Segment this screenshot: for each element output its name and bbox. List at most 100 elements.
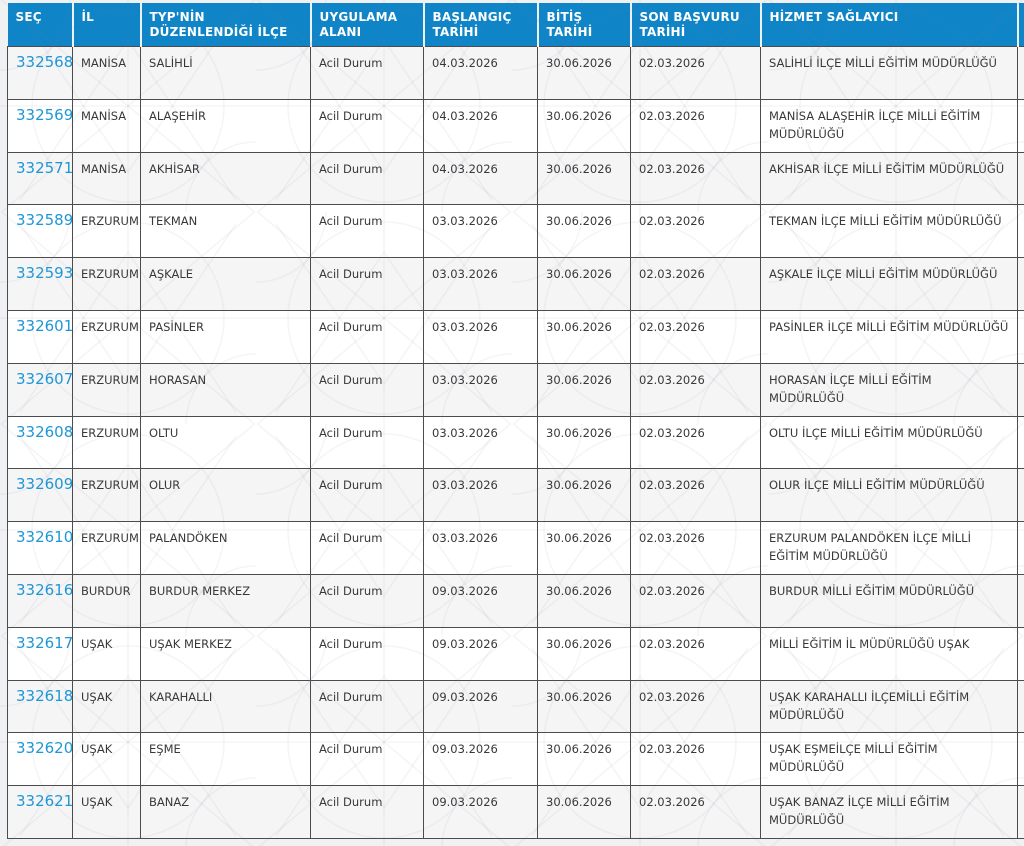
cell-clipped-links [1017,204,1024,259]
cell-ilce: PASİNLER [140,309,311,364]
cell-ilce: HORASAN [140,362,311,417]
cell-clipped-links [1017,468,1024,523]
cell-il: ERZURUM [72,309,141,364]
cell-sec: 332569 [7,98,73,153]
ilan-id-link[interactable]: 332621 [16,792,73,811]
cell-baslangic-tarihi: 09.03.2026 [423,732,538,787]
table-row: 332610 ERZURUM PALANDÖKEN Acil Durum 03.03.2… [7,521,1024,575]
cell-bitis-tarihi: 30.06.2026 [537,679,631,734]
ilan-id-link[interactable]: 332617 [16,633,73,652]
table-row: 332618 UŞAK KARAHALLI Acil Durum 09.03.2026 3… [7,679,1024,734]
cell-ilce: KARAHALLI [140,679,311,734]
cell-son-basvuru-tarihi: 02.03.2026 [630,204,761,259]
table-row: 332568 MANİSA SALİHLİ Acil Durum 04.03.2026 3… [7,46,1024,100]
cell-uygulama-alani: Acil Durum [310,46,424,100]
column-header-bitis: BİTİŞ TARİHİ [537,3,632,47]
ilan-id-link[interactable]: 332609 [16,475,73,494]
cell-hizmet-saglayici: SALİHLİ İLÇE MİLLİ EĞİTİM MÜDÜRLÜĞÜ [760,46,1018,100]
cell-bitis-tarihi: 30.06.2026 [537,626,631,681]
cell-son-basvuru-tarihi: 02.03.2026 [630,573,761,628]
cell-uygulama-alani: Acil Durum [310,204,424,259]
ilan-id-link[interactable]: 332610 [16,528,73,547]
cell-hizmet-saglayici: MANİSA ALAŞEHİR İLÇE MİLLİ EĞİTİM MÜDÜRL… [760,98,1018,153]
column-header-son: SON BAŞVURU TARİHİ [630,3,762,47]
cell-il: MANİSA [72,98,141,153]
cell-bitis-tarihi: 30.06.2026 [537,98,631,153]
cell-baslangic-tarihi: 04.03.2026 [423,46,538,100]
cell-hizmet-saglayici: HORASAN İLÇE MİLLİ EĞİTİM MÜDÜRLÜĞÜ [760,362,1018,417]
cell-uygulama-alani: Acil Durum [310,362,424,417]
cell-bitis-tarihi: 30.06.2026 [537,521,631,575]
ilan-id-link[interactable]: 332571 [16,158,73,177]
ilan-id-link[interactable]: 332569 [16,105,73,124]
cell-hizmet-saglayici: PASİNLER İLÇE MİLLİ EĞİTİM MÜDÜRLÜĞÜ [760,309,1018,364]
cell-clipped-links [1017,573,1024,628]
ilan-id-link[interactable]: 332568 [16,53,73,71]
cell-son-basvuru-tarihi: 02.03.2026 [630,46,761,100]
cell-clipped-links [1017,415,1024,470]
ilan-id-link[interactable]: 332593 [16,264,73,283]
cell-hizmet-saglayici: BURDUR MİLLİ EĞİTİM MÜDÜRLÜĞÜ [760,573,1018,628]
cell-clipped-links [1017,732,1024,787]
cell-il: MANİSA [72,151,141,206]
column-header-ilce: TYP'NİN DÜZENLENDİĞİ İLÇE [140,3,312,47]
cell-bitis-tarihi: 30.06.2026 [537,468,631,523]
cell-sec: 332601 [7,309,73,364]
ilan-id-link[interactable]: 332616 [16,580,73,599]
cell-il: ERZURUM [72,362,141,417]
cell-hizmet-saglayici: AŞKALE İLÇE MİLLİ EĞİTİM MÜDÜRLÜĞÜ [760,257,1018,311]
cell-sec: 332608 [7,415,73,470]
cell-baslangic-tarihi: 04.03.2026 [423,98,538,153]
cell-uygulama-alani: Acil Durum [310,151,424,206]
cell-sec: 332616 [7,573,73,628]
cell-clipped-links [1017,626,1024,681]
cell-baslangic-tarihi: 03.03.2026 [423,362,538,417]
column-header-clipped [1017,3,1024,47]
cell-il: ERZURUM [72,521,141,575]
cell-baslangic-tarihi: 03.03.2026 [423,468,538,523]
cell-uygulama-alani: Acil Durum [310,521,424,575]
cell-clipped-links [1017,785,1024,839]
cell-ilce: PALANDÖKEN [140,521,311,575]
cell-sec: 332593 [7,257,73,311]
table-row: 332620 UŞAK EŞME Acil Durum 09.03.2026 30.06.… [7,732,1024,787]
cell-ilce: OLUR [140,468,311,523]
cell-clipped-links [1017,46,1024,100]
cell-hizmet-saglayici: UŞAK BANAZ İLÇE MİLLİ EĞİTİM MÜDÜRLÜĞÜ [760,785,1018,839]
cell-hizmet-saglayici: AKHİSAR İLÇE MİLLİ EĞİTİM MÜDÜRLÜĞÜ [760,151,1018,206]
cell-clipped-links [1017,257,1024,311]
cell-son-basvuru-tarihi: 02.03.2026 [630,309,761,364]
table-row: 332601 ERZURUM PASİNLER Acil Durum 03.03.202… [7,309,1024,364]
cell-hizmet-saglayici: OLTU İLÇE MİLLİ EĞİTİM MÜDÜRLÜĞÜ [760,415,1018,470]
column-header-alan: UYGULAMA ALANI [310,3,425,47]
ilan-id-link[interactable]: 332608 [16,422,73,441]
cell-ilce: SALİHLİ [140,46,311,100]
cell-bitis-tarihi: 30.06.2026 [537,204,631,259]
cell-uygulama-alani: Acil Durum [310,415,424,470]
cell-ilce: AŞKALE [140,257,311,311]
cell-clipped-links [1017,151,1024,206]
cell-uygulama-alani: Acil Durum [310,573,424,628]
cell-son-basvuru-tarihi: 02.03.2026 [630,468,761,523]
cell-son-basvuru-tarihi: 02.03.2026 [630,415,761,470]
table-row: 332607 ERZURUM HORASAN Acil Durum 03.03.2026… [7,362,1024,417]
cell-sec: 332571 [7,151,73,206]
cell-hizmet-saglayici: TEKMAN İLÇE MİLLİ EĞİTİM MÜDÜRLÜĞÜ [760,204,1018,259]
ilan-id-link[interactable]: 332618 [16,686,73,705]
table-row: 332593 ERZURUM AŞKALE Acil Durum 03.03.2026 3… [7,257,1024,311]
cell-il: UŞAK [72,626,141,681]
ilan-id-link[interactable]: 332589 [16,211,73,230]
cell-bitis-tarihi: 30.06.2026 [537,309,631,364]
cell-hizmet-saglayici: MİLLİ EĞİTİM İL MÜDÜRLÜĞÜ UŞAK [760,626,1018,681]
table-row: 332608 ERZURUM OLTU Acil Durum 03.03.2026 30.… [7,415,1024,470]
cell-il: MANİSA [72,46,141,100]
ilan-id-link[interactable]: 332607 [16,369,73,388]
cell-baslangic-tarihi: 04.03.2026 [423,151,538,206]
ilan-id-link[interactable]: 332620 [16,739,73,758]
cell-sec: 332620 [7,732,73,787]
cell-clipped-links [1017,309,1024,364]
ilan-id-link[interactable]: 332601 [16,316,73,335]
cell-bitis-tarihi: 30.06.2026 [537,257,631,311]
cell-hizmet-saglayici: UŞAK EŞMEİLÇE MİLLİ EĞİTİM MÜDÜRLÜĞÜ [760,732,1018,787]
